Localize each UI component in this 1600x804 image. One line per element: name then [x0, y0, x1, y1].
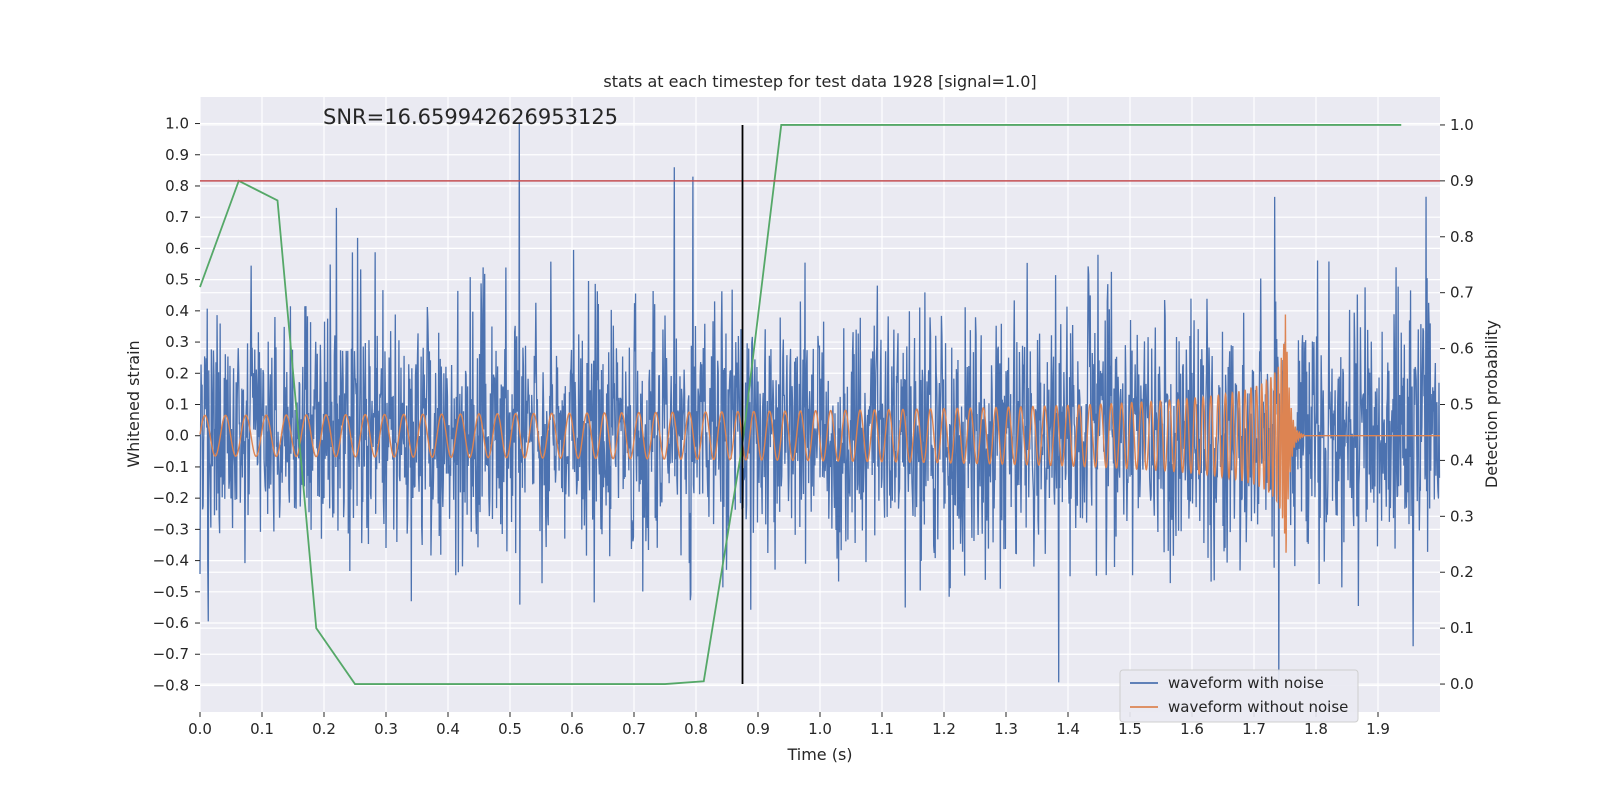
- x-tick-label: 0.4: [436, 720, 460, 738]
- y-tick-label-left: 0.6: [165, 239, 189, 257]
- x-tick-label: 0.5: [498, 720, 522, 738]
- series-layer: [199, 123, 1441, 685]
- x-tick-label: 1.5: [1118, 720, 1142, 738]
- x-tick-label: 1.2: [932, 720, 956, 738]
- legend-label-clean: waveform without noise: [1168, 698, 1348, 716]
- y-tick-label-left: −0.6: [153, 614, 189, 632]
- x-tick-label: 0.8: [684, 720, 708, 738]
- x-tick-label: 1.0: [808, 720, 832, 738]
- y-tick-label-right: 0.6: [1450, 340, 1474, 358]
- y-tick-label-left: 0.8: [165, 177, 189, 195]
- y-tick-label-right: 0.2: [1450, 563, 1474, 581]
- y-tick-label-left: 0.7: [165, 208, 189, 226]
- x-tick-label: 0.1: [250, 720, 274, 738]
- y-tick-label-left: −0.8: [153, 676, 189, 694]
- ticks: 0.0 0.1 0.2 0.3 0.4 0.5 0.6 0.7 0.8 0.9 1.0 1.1 1.2 1…: [153, 115, 1474, 738]
- series-waveform-with-noise: [199, 123, 1441, 683]
- series-detection-probability: [199, 124, 1402, 685]
- y-tick-label-left: 0.0: [165, 427, 189, 445]
- y-tick-label-right: 0.0: [1450, 675, 1474, 693]
- y-tick-label-right: 0.8: [1450, 228, 1474, 246]
- x-tick-label: 1.3: [994, 720, 1018, 738]
- y-tick-label-right: 0.9: [1450, 172, 1474, 190]
- x-axis-label: Time (s): [786, 745, 852, 764]
- y-axis-label-left: Whitened strain: [124, 340, 143, 467]
- y-tick-label-right: 0.4: [1450, 451, 1474, 469]
- y-tick-label-left: −0.7: [153, 645, 189, 663]
- chart-title: stats at each timestep for test data 192…: [603, 72, 1036, 91]
- y-tick-label-left: −0.2: [153, 489, 189, 507]
- y-tick-label-right: 0.5: [1450, 396, 1474, 414]
- y-tick-label-right: 1.0: [1450, 116, 1474, 134]
- y-tick-label-right: 0.7: [1450, 284, 1474, 302]
- y-tick-label-left: −0.5: [153, 583, 189, 601]
- x-tick-label: 0.9: [746, 720, 770, 738]
- x-tick-label: 0.7: [622, 720, 646, 738]
- x-tick-label: 1.6: [1180, 720, 1204, 738]
- y-tick-label-left: −0.4: [153, 552, 189, 570]
- y-tick-label-left: −0.1: [153, 458, 189, 476]
- y-tick-label-left: 0.5: [165, 271, 189, 289]
- x-tick-label: 1.1: [870, 720, 894, 738]
- legend: waveform with noise waveform without noi…: [1119, 669, 1359, 723]
- x-tick-label: 0.2: [312, 720, 336, 738]
- y-tick-label-left: 0.9: [165, 146, 189, 164]
- series-waveform-without-noise: [199, 314, 1440, 553]
- y-tick-label-left: −0.3: [153, 520, 189, 538]
- x-tick-label: 0.6: [560, 720, 584, 738]
- snr-annotation: SNR=16.659942626953125: [323, 105, 618, 129]
- legend-box: [1119, 669, 1359, 723]
- y-tick-label-left: 1.0: [165, 115, 189, 133]
- x-tick-label: 0.0: [188, 720, 212, 738]
- x-tick-label: 1.4: [1056, 720, 1080, 738]
- y-tick-label-left: 0.2: [165, 364, 189, 382]
- y-tick-label-right: 0.1: [1450, 619, 1474, 637]
- y-tick-label-right: 0.3: [1450, 507, 1474, 525]
- x-tick-label: 1.8: [1304, 720, 1328, 738]
- y-tick-label-left: 0.3: [165, 333, 189, 351]
- y-tick-label-left: 0.1: [165, 396, 189, 414]
- y-tick-label-left: 0.4: [165, 302, 189, 320]
- y-axis-label-right: Detection probability: [1482, 320, 1501, 488]
- legend-label-noise: waveform with noise: [1168, 674, 1324, 692]
- x-tick-label: 0.3: [374, 720, 398, 738]
- x-tick-label: 1.7: [1242, 720, 1266, 738]
- x-tick-label: 1.9: [1366, 720, 1390, 738]
